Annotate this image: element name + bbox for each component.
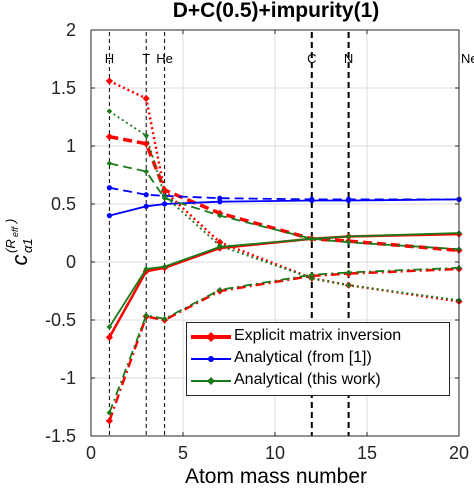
series-line-8 — [108, 110, 460, 302]
legend-label-analytical-ref: Analytical (from [1]) — [234, 349, 372, 366]
y-axis-label-sup-close: ) — [3, 219, 18, 225]
data-point — [217, 212, 223, 219]
data-point — [143, 132, 149, 139]
y-axis-label-supsub: eff — [10, 225, 20, 237]
data-point — [217, 242, 223, 249]
y-tick-label: 1 — [66, 136, 76, 156]
legend-swatch-analytical-this — [191, 377, 231, 385]
data-point — [143, 312, 149, 319]
x-axis-label: Atom mass number — [185, 465, 367, 488]
legend-item-analytical-ref: Analytical (from [1]) — [187, 348, 449, 370]
marker-label-ne: Ne — [461, 51, 474, 66]
data-point — [309, 275, 315, 282]
chart-title: D+C(0.5)+impurity(1) — [173, 0, 380, 22]
legend-item-analytical-this: Analytical (this work) — [187, 370, 449, 392]
y-axis-label-sub: α1 — [20, 238, 35, 253]
data-series — [105, 77, 463, 425]
y-axis-label: c α1 (R eff ) — [3, 219, 35, 266]
y-tick-label: 0 — [66, 252, 76, 272]
axes: 0 5 10 15 20 -1.5 -1 -0.5 0 0.5 1 1.5 2 — [45, 20, 469, 463]
legend-item-explicit: Explicit matrix inversion — [187, 326, 449, 348]
legend: Explicit matrix inversion Analytical (fr… — [186, 322, 450, 396]
data-point — [143, 168, 149, 175]
y-tick-label: -0.5 — [45, 310, 76, 330]
data-point — [105, 333, 113, 341]
series-line-4 — [109, 198, 460, 217]
data-point — [217, 195, 223, 201]
data-point — [143, 266, 149, 272]
data-point — [346, 196, 352, 202]
data-point — [216, 238, 224, 246]
data-point — [309, 236, 315, 242]
data-point — [106, 185, 112, 191]
y-tick-label: 1.5 — [51, 78, 76, 98]
data-point — [161, 193, 168, 199]
data-point — [309, 271, 315, 278]
legend-swatch-explicit — [191, 332, 231, 342]
data-point — [161, 316, 168, 322]
x-tick-label: 15 — [357, 443, 377, 463]
y-tick-label: -1.5 — [45, 426, 76, 446]
x-tick-label: 10 — [265, 443, 285, 463]
x-tick-label: 0 — [86, 443, 96, 463]
data-point — [106, 108, 113, 114]
data-point — [105, 133, 113, 141]
legend-swatch-analytical-ref — [191, 356, 231, 362]
y-axis-label-sup: (R — [3, 239, 18, 253]
marker-label-n: N — [344, 51, 353, 66]
data-point — [143, 203, 149, 209]
data-point — [143, 192, 149, 198]
data-point — [217, 287, 223, 293]
y-tick-label: -1 — [60, 368, 76, 388]
y-tick-label: 0.5 — [51, 194, 76, 214]
data-point — [345, 239, 352, 246]
data-point — [106, 213, 112, 219]
data-point — [345, 233, 352, 240]
y-tick-label: 2 — [66, 20, 76, 40]
marker-label-he: He — [156, 51, 173, 66]
data-point — [106, 324, 113, 330]
marker-label-c: C — [307, 51, 316, 66]
data-point — [106, 410, 113, 416]
x-tick-label: 5 — [178, 443, 188, 463]
x-tick-label: 20 — [449, 443, 469, 463]
marker-label-h: H — [105, 51, 114, 66]
marker-label-t: T — [142, 51, 150, 66]
data-point — [142, 94, 150, 103]
data-point — [345, 269, 352, 276]
data-point — [106, 160, 113, 167]
y-axis-label-c: c — [7, 255, 32, 266]
data-point — [345, 282, 352, 288]
data-point — [162, 201, 168, 207]
data-point — [309, 196, 315, 202]
data-point — [105, 77, 113, 85]
data-point — [105, 417, 113, 425]
legend-label-explicit: Explicit matrix inversion — [234, 327, 402, 344]
data-point — [161, 263, 168, 270]
legend-label-analytical-this: Analytical (this work) — [234, 371, 381, 388]
